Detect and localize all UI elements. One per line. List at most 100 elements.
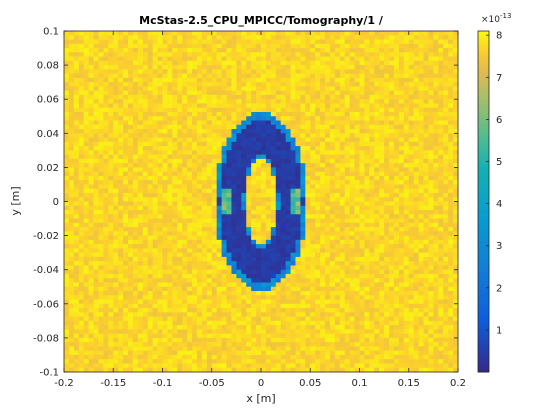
heatmap-cell xyxy=(128,192,134,198)
heatmap-cell xyxy=(201,291,208,296)
heatmap-cell xyxy=(359,120,365,126)
heatmap-cell xyxy=(98,261,104,266)
heatmap-cell xyxy=(300,235,306,241)
heatmap-cell xyxy=(310,158,316,164)
heatmap-cell xyxy=(403,180,410,185)
heatmap-cell xyxy=(325,86,331,92)
heatmap-cell xyxy=(128,116,134,121)
heatmap-cell xyxy=(423,77,429,83)
heatmap-cell xyxy=(78,141,85,147)
heatmap-cell xyxy=(270,261,277,266)
heatmap-cell xyxy=(418,129,424,134)
heatmap-cell xyxy=(334,269,341,275)
heatmap-cell xyxy=(152,107,158,113)
heatmap-cell xyxy=(68,167,75,173)
heatmap-cell xyxy=(384,158,390,164)
heatmap-cell xyxy=(211,291,218,296)
heatmap-cell xyxy=(418,282,424,288)
heatmap-cell xyxy=(369,273,375,279)
heatmap-cell xyxy=(83,231,90,236)
heatmap-cell xyxy=(226,261,232,266)
heatmap-cell xyxy=(305,163,311,168)
heatmap-cell xyxy=(192,175,198,181)
heatmap-cell xyxy=(162,184,168,190)
heatmap-cell xyxy=(389,239,395,245)
heatmap-cell xyxy=(123,239,129,245)
heatmap-cell xyxy=(448,265,454,271)
heatmap-cell xyxy=(231,120,237,126)
heatmap-cell xyxy=(216,146,222,151)
heatmap-cell xyxy=(187,133,193,138)
heatmap-cell xyxy=(290,184,296,190)
heatmap-cell xyxy=(285,167,291,173)
heatmap-cell xyxy=(103,278,109,283)
heatmap-cell xyxy=(236,205,242,211)
heatmap-cell xyxy=(384,111,390,117)
heatmap-cell xyxy=(384,43,390,49)
heatmap-cell xyxy=(196,150,203,156)
heatmap-cell xyxy=(369,90,375,96)
heatmap-cell xyxy=(285,82,291,87)
heatmap-cell xyxy=(364,201,370,207)
heatmap-cell xyxy=(162,180,168,185)
heatmap-cell xyxy=(329,218,336,224)
heatmap-cell xyxy=(300,35,306,40)
heatmap-cell xyxy=(265,124,272,130)
heatmap-cell xyxy=(393,227,400,232)
heatmap-cell xyxy=(182,261,188,266)
heatmap-cell xyxy=(167,167,173,173)
heatmap-cell xyxy=(78,192,85,198)
heatmap-cell xyxy=(295,256,301,262)
heatmap-cell xyxy=(265,133,272,138)
heatmap-cell xyxy=(443,167,449,173)
heatmap-cell xyxy=(305,99,311,104)
heatmap-cell xyxy=(68,120,75,126)
heatmap-cell xyxy=(403,43,410,49)
heatmap-cell xyxy=(423,291,429,296)
heatmap-cell xyxy=(88,39,94,45)
heatmap-cell xyxy=(438,175,444,181)
heatmap-cell xyxy=(113,205,119,211)
heatmap-cell xyxy=(196,278,203,283)
heatmap-cell xyxy=(118,158,124,164)
heatmap-cell xyxy=(187,43,193,49)
heatmap-cell xyxy=(251,150,257,156)
heatmap-cell xyxy=(68,111,75,117)
heatmap-cell xyxy=(211,31,218,36)
heatmap-cell xyxy=(172,82,178,87)
heatmap-cell xyxy=(339,291,346,296)
heatmap-cell xyxy=(329,137,336,143)
heatmap-cell xyxy=(369,103,375,109)
heatmap-cell xyxy=(211,146,218,151)
heatmap-cell xyxy=(280,197,287,202)
heatmap-cell xyxy=(231,146,237,151)
heatmap-cell xyxy=(182,86,188,92)
heatmap-cell xyxy=(93,205,99,211)
heatmap-cell xyxy=(300,286,306,292)
heatmap-cell xyxy=(78,282,85,288)
heatmap-cell xyxy=(201,60,208,66)
heatmap-cell xyxy=(418,214,424,219)
heatmap-cell xyxy=(423,273,429,279)
heatmap-cell xyxy=(211,150,218,156)
heatmap-cell xyxy=(177,235,183,241)
heatmap-cell xyxy=(251,137,257,143)
heatmap-cell xyxy=(182,116,188,121)
heatmap-cell xyxy=(285,48,291,53)
heatmap-cell xyxy=(418,231,424,236)
heatmap-cell xyxy=(187,201,193,207)
heatmap-cell xyxy=(329,214,336,219)
heatmap-cell xyxy=(300,184,306,190)
heatmap-cell xyxy=(118,252,124,258)
heatmap-cell xyxy=(147,77,154,83)
heatmap-cell xyxy=(221,295,227,300)
heatmap-cell xyxy=(192,31,198,36)
heatmap-cell xyxy=(413,261,420,266)
heatmap-cell xyxy=(315,218,321,224)
heatmap-cell xyxy=(88,86,94,92)
heatmap-cell xyxy=(157,273,163,279)
heatmap-cell xyxy=(315,171,321,177)
heatmap-cell xyxy=(295,141,301,147)
heatmap-cell xyxy=(88,107,94,113)
heatmap-cell xyxy=(393,265,400,271)
